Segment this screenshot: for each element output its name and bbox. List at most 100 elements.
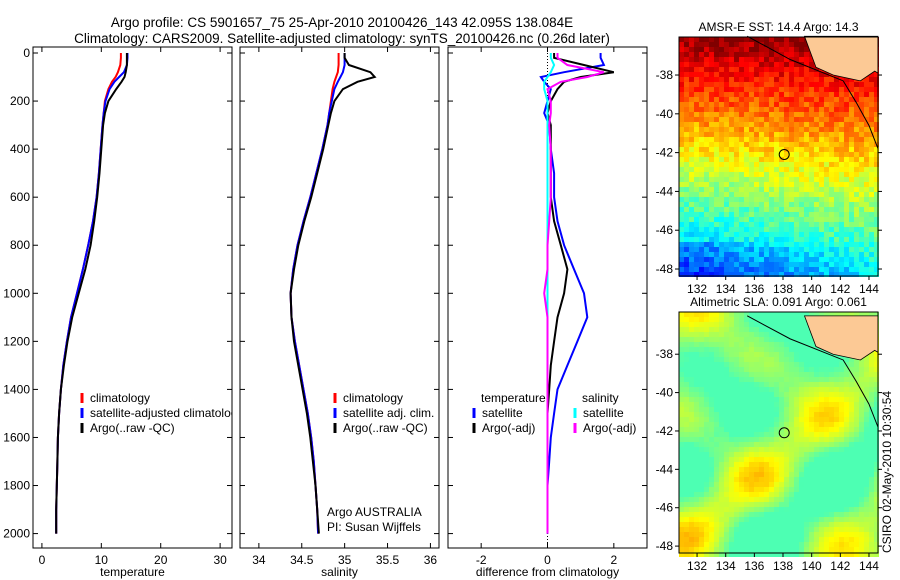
heatmap-cell <box>754 222 759 227</box>
heatmap-cell <box>689 497 694 502</box>
heatmap-cell <box>729 247 734 252</box>
heatmap-cell <box>759 257 764 262</box>
heatmap-cell <box>724 57 729 62</box>
heatmap-cell <box>799 202 804 207</box>
heatmap-cell <box>794 397 799 402</box>
heatmap-cell <box>869 392 874 397</box>
heatmap-cell <box>804 77 809 82</box>
heatmap-cell <box>829 87 834 92</box>
heatmap-cell <box>694 447 699 452</box>
heatmap-cell <box>754 412 759 417</box>
heatmap-cell <box>749 397 754 402</box>
heatmap-cell <box>754 257 759 262</box>
heatmap-cell <box>779 527 784 532</box>
heatmap-cell <box>839 457 844 462</box>
heatmap-cell <box>874 177 879 182</box>
heatmap-cell <box>864 92 869 97</box>
heatmap-cell <box>819 482 824 487</box>
heatmap-cell <box>779 102 784 107</box>
heatmap-cell <box>704 52 709 57</box>
heatmap-cell <box>849 402 854 407</box>
heatmap-cell <box>834 367 839 372</box>
heatmap-cell <box>774 397 779 402</box>
heatmap-cell <box>794 272 799 277</box>
heatmap-cell <box>849 112 854 117</box>
heatmap-cell <box>694 382 699 387</box>
heatmap-cell <box>789 162 794 167</box>
heatmap-cell <box>799 82 804 87</box>
heatmap-cell <box>704 397 709 402</box>
legend-label: climatology <box>90 391 150 405</box>
heatmap-cell <box>764 202 769 207</box>
heatmap-cell <box>754 417 759 422</box>
heatmap-cell <box>834 252 839 257</box>
heatmap-cell <box>824 112 829 117</box>
heatmap-cell <box>679 482 684 487</box>
heatmap-cell <box>704 267 709 272</box>
heatmap-cell <box>814 467 819 472</box>
heatmap-cell <box>729 177 734 182</box>
heatmap-cell <box>724 402 729 407</box>
heatmap-cell <box>839 502 844 507</box>
heatmap-cell <box>819 512 824 517</box>
heatmap-cell <box>839 112 844 117</box>
heatmap-cell <box>754 552 759 557</box>
heatmap-cell <box>804 182 809 187</box>
heatmap-cell <box>804 392 809 397</box>
heatmap-cell <box>709 192 714 197</box>
heatmap-cell <box>844 397 849 402</box>
heatmap-cell <box>789 372 794 377</box>
heatmap-cell <box>689 142 694 147</box>
heatmap-cell <box>844 87 849 92</box>
heatmap-cell <box>804 217 809 222</box>
heatmap-cell <box>834 217 839 222</box>
heatmap-cell <box>864 552 869 557</box>
heatmap-cell <box>824 542 829 547</box>
heatmap-cell <box>679 182 684 187</box>
heatmap-cell <box>829 192 834 197</box>
heatmap-cell <box>789 432 794 437</box>
heatmap-cell <box>814 452 819 457</box>
heatmap-cell <box>699 547 704 552</box>
heatmap-cell <box>684 252 689 257</box>
heatmap-cell <box>839 382 844 387</box>
heatmap-cell <box>684 397 689 402</box>
heatmap-cell <box>724 87 729 92</box>
heatmap-cell <box>684 47 689 52</box>
heatmap-cell <box>754 242 759 247</box>
heatmap-cell <box>689 172 694 177</box>
heatmap-cell <box>844 387 849 392</box>
heatmap-cell <box>699 337 704 342</box>
heatmap-cell <box>804 117 809 122</box>
heatmap-cell <box>829 477 834 482</box>
heatmap-cell <box>794 67 799 72</box>
heatmap-cell <box>744 312 749 317</box>
heatmap-cell <box>744 457 749 462</box>
heatmap-cell <box>779 462 784 467</box>
heatmap-cell <box>739 337 744 342</box>
heatmap-cell <box>874 242 879 247</box>
heatmap-cell <box>819 117 824 122</box>
heatmap-cell <box>759 222 764 227</box>
heatmap-cell <box>864 447 869 452</box>
lon-tick-label: 134 <box>716 559 736 573</box>
heatmap-cell <box>754 132 759 137</box>
heatmap-cell <box>699 82 704 87</box>
heatmap-cell <box>704 162 709 167</box>
heatmap-cell <box>749 317 754 322</box>
heatmap-cell <box>789 342 794 347</box>
heatmap-cell <box>859 122 864 127</box>
heatmap-cell <box>844 257 849 262</box>
heatmap-cell <box>839 537 844 542</box>
heatmap-cell <box>804 222 809 227</box>
heatmap-cell <box>769 102 774 107</box>
heatmap-cell <box>724 42 729 47</box>
heatmap-cell <box>874 182 879 187</box>
heatmap-cell <box>809 112 814 117</box>
heatmap-cell <box>784 87 789 92</box>
heatmap-cell <box>709 97 714 102</box>
heatmap-cell <box>699 127 704 132</box>
heatmap-cell <box>744 342 749 347</box>
heatmap-cell <box>864 532 869 537</box>
heatmap-cell <box>684 457 689 462</box>
